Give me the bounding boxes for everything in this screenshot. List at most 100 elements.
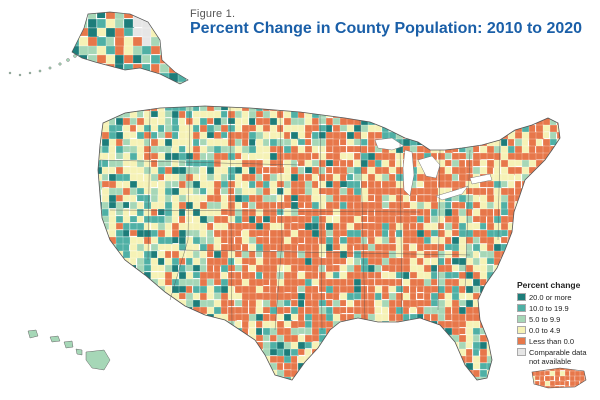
county-cell xyxy=(451,264,459,272)
county-cell xyxy=(213,250,222,259)
county-cell xyxy=(220,131,228,139)
county-cell xyxy=(150,313,160,323)
county-cell xyxy=(423,180,433,189)
county-cell xyxy=(381,106,390,111)
county-cell xyxy=(500,138,508,147)
county-cell xyxy=(395,341,403,351)
county-cell xyxy=(325,271,334,279)
county-cell xyxy=(269,208,277,217)
county-cell xyxy=(98,327,104,337)
county-cell xyxy=(395,285,405,293)
county-cell xyxy=(374,180,382,189)
county-cell xyxy=(493,117,503,128)
county-cell xyxy=(206,376,215,380)
county-cell xyxy=(437,376,445,380)
county-cell xyxy=(339,306,347,314)
county-cell xyxy=(129,292,137,302)
county-cell xyxy=(304,138,312,146)
county-cell xyxy=(332,222,340,231)
county-cell xyxy=(339,299,347,307)
county-cell xyxy=(96,54,108,64)
county-cell xyxy=(353,138,361,146)
county-cell xyxy=(164,166,173,175)
county-cell xyxy=(185,173,195,182)
county-cell xyxy=(542,201,550,210)
county-cell xyxy=(168,81,179,84)
county-cell xyxy=(444,152,452,160)
county-cell xyxy=(388,264,396,273)
county-cell xyxy=(157,292,165,301)
county-cell xyxy=(150,369,160,379)
county-cell xyxy=(108,152,116,161)
county-cell xyxy=(297,348,305,356)
county-cell xyxy=(424,384,430,391)
county-cell xyxy=(325,334,333,342)
county-cell xyxy=(178,166,187,175)
county-cell xyxy=(528,106,538,113)
county-cell xyxy=(374,306,382,314)
county-cell xyxy=(514,173,522,181)
county-cell xyxy=(416,110,425,120)
county-cell xyxy=(507,257,517,267)
county-cell xyxy=(458,131,466,140)
county-cell xyxy=(493,376,501,380)
county-cell xyxy=(72,18,80,30)
county-cell xyxy=(269,250,277,259)
county-cell xyxy=(101,341,109,349)
county-cell xyxy=(220,299,228,308)
county-cell xyxy=(87,45,98,55)
county-cell xyxy=(486,320,496,329)
county-cell xyxy=(150,292,160,300)
county-cell xyxy=(402,250,411,259)
county-cell xyxy=(374,201,383,211)
county-cell xyxy=(234,152,242,160)
county-cell xyxy=(311,313,320,322)
county-cell xyxy=(522,384,528,393)
county-cell xyxy=(213,145,222,154)
county-cell xyxy=(472,194,480,203)
county-cell xyxy=(444,348,453,356)
county-cell xyxy=(114,72,124,84)
county-cell xyxy=(472,376,482,380)
legend-swatch xyxy=(517,315,526,323)
county-cell xyxy=(262,215,271,223)
county-cell xyxy=(234,369,244,378)
county-cell xyxy=(500,229,508,237)
county-cell xyxy=(123,45,134,56)
county-cell xyxy=(549,180,559,190)
hawaii xyxy=(27,329,111,371)
county-cell xyxy=(458,376,467,380)
county-cell xyxy=(395,124,406,133)
county-cell xyxy=(353,348,361,358)
county-cell xyxy=(262,229,270,237)
county-cell xyxy=(332,264,340,272)
county-cell xyxy=(528,180,536,190)
county-cell xyxy=(494,384,502,393)
county-cell xyxy=(542,110,552,120)
county-cell xyxy=(192,187,200,195)
county-cell xyxy=(521,201,530,211)
county-cell xyxy=(514,106,523,111)
county-cell xyxy=(157,376,166,380)
county-cell xyxy=(493,334,502,344)
county-cell xyxy=(311,369,320,380)
county-cell xyxy=(381,110,389,119)
county-cell xyxy=(508,384,516,391)
county-cell xyxy=(430,369,440,377)
county-cell xyxy=(206,229,214,238)
county-cell xyxy=(346,106,356,113)
county-cell xyxy=(101,152,109,160)
county-cell xyxy=(500,355,510,363)
county-cell xyxy=(248,278,257,287)
county-cell xyxy=(241,362,250,371)
county-cell xyxy=(206,327,216,336)
county-cell xyxy=(458,106,467,112)
county-cell xyxy=(150,334,158,342)
county-cell xyxy=(423,201,432,210)
county-cell xyxy=(177,36,187,47)
county-cell xyxy=(220,236,228,244)
county-cell xyxy=(185,348,194,356)
county-cell xyxy=(227,229,236,238)
county-cell xyxy=(213,215,222,225)
county-cell xyxy=(416,215,424,223)
